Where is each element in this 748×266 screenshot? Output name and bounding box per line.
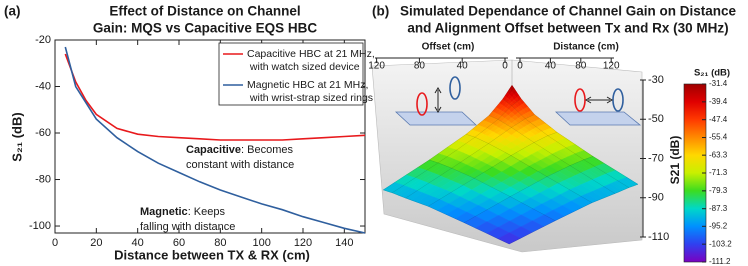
panel-label: (b)	[372, 4, 389, 19]
annotation-label: Capacitive	[186, 144, 241, 156]
body-plane	[394, 111, 478, 126]
legend-label: Capacitive HBC at 21 MHz, with watch siz…	[247, 48, 375, 73]
colorbar-tick-label: -79.3	[709, 186, 728, 195]
arrow-head	[585, 96, 613, 104]
colorbar-tick-label: -55.4	[709, 133, 728, 142]
x-tick-label: 120	[294, 237, 312, 249]
mesh-line	[465, 134, 593, 203]
x-tick-label: 140	[335, 237, 353, 249]
y-tick-label: -40	[35, 80, 51, 92]
y-tick-label: -80	[35, 173, 51, 185]
z-tick-label: -90	[648, 192, 664, 204]
surface-patch	[497, 232, 522, 245]
colorbar-tick-label: -95.2	[709, 221, 728, 230]
y-tick-label: 40	[545, 61, 557, 72]
z-axis-label: S21 (dB)	[668, 136, 682, 185]
rx-ring	[574, 88, 586, 112]
mesh-line	[464, 156, 594, 223]
colorbar-title: S₂₁ (dB)	[694, 68, 730, 79]
annotation-text: : Becomes	[241, 144, 293, 156]
x-tick-label: 40	[457, 61, 469, 72]
annotation-text: : Keeps	[188, 206, 226, 218]
x-tick-label: 60	[173, 237, 185, 249]
colorbar-tick-label: -103.2	[709, 239, 732, 248]
colorbar-tick-label: -39.4	[709, 97, 728, 106]
mesh-line	[428, 132, 558, 207]
chart-title: Gain: MQS vs Capacitive EQS HBC	[93, 21, 318, 36]
y-tick-label: -20	[35, 34, 51, 46]
z-tick-label: -110	[648, 231, 669, 243]
colorbar-tick-label: -71.3	[709, 168, 728, 177]
mesh-line	[511, 85, 639, 185]
mesh-line	[502, 98, 629, 188]
x-tick-label: 80	[414, 61, 426, 72]
mesh-line	[383, 85, 513, 191]
colorbar-tick-label: -111.2	[709, 257, 731, 266]
z-tick-label: -30	[648, 74, 664, 86]
body-plane	[554, 111, 642, 126]
tx-ring	[612, 88, 624, 112]
annotation-label: Magnetic	[140, 206, 188, 218]
mesh-line	[383, 189, 510, 245]
rx-ring	[416, 92, 428, 116]
colorbar-tick-label: -47.4	[709, 115, 728, 124]
mesh-line	[488, 115, 616, 194]
mesh-line	[392, 98, 522, 194]
y-tick-label: 120	[603, 61, 620, 72]
tx-ring	[449, 76, 461, 100]
legend-label: Magnetic HBC at 21 MHz, with wrist-strap…	[247, 79, 373, 104]
chart-title: Effect of Distance on Channel	[109, 4, 300, 19]
x-tick-label: 0	[52, 237, 58, 249]
x-axis-label: Distance between TX & RX (cm)	[114, 247, 310, 262]
x-tick-label: 20	[90, 237, 102, 249]
colorbar-tick-label: -63.3	[709, 150, 728, 159]
x-axis-label: Offset (cm)	[422, 42, 475, 53]
y-axis-label: S₂₁ (dB)	[9, 112, 24, 161]
y-tick-label: -100	[29, 220, 51, 232]
inset-distance	[554, 88, 642, 126]
z-tick-label: -70	[648, 152, 664, 164]
x-tick-label: 120	[368, 61, 385, 72]
chart-title: Simulated Dependance of Channel Gain on …	[400, 4, 737, 19]
x-tick-label: 0	[502, 61, 508, 72]
colorbar-tick-label: -87.3	[709, 204, 728, 213]
mesh-line	[405, 114, 535, 199]
annotation: falling with distance	[140, 221, 235, 233]
annotation: Magnetic: Keeps	[140, 206, 225, 218]
z-tick-label: -50	[648, 113, 664, 125]
y-tick-label: 80	[575, 61, 587, 72]
panel-label: (a)	[4, 4, 21, 19]
x-tick-label: 100	[252, 237, 270, 249]
y-axis-label: Distance (cm)	[553, 42, 619, 53]
colorbar-tick-label: -31.4	[709, 79, 728, 88]
annotation: Capacitive: Becomes	[186, 144, 293, 156]
series-line	[64, 53, 366, 141]
arrow-head	[434, 87, 442, 113]
x-tick-label: 40	[132, 237, 144, 249]
surface	[382, 84, 639, 245]
plot-frame	[54, 39, 366, 234]
series-line	[64, 46, 366, 234]
mesh-line	[509, 184, 639, 245]
inset-vertical-offset	[394, 76, 478, 126]
y-tick-label: 0	[517, 61, 523, 72]
mesh-line	[429, 159, 556, 221]
annotation: constant with distance	[186, 159, 294, 171]
y-tick-label: -60	[35, 127, 51, 139]
x-tick-label: 80	[214, 237, 226, 249]
chart-title: and Alignment Offset between Tx and Rx (…	[407, 21, 728, 36]
